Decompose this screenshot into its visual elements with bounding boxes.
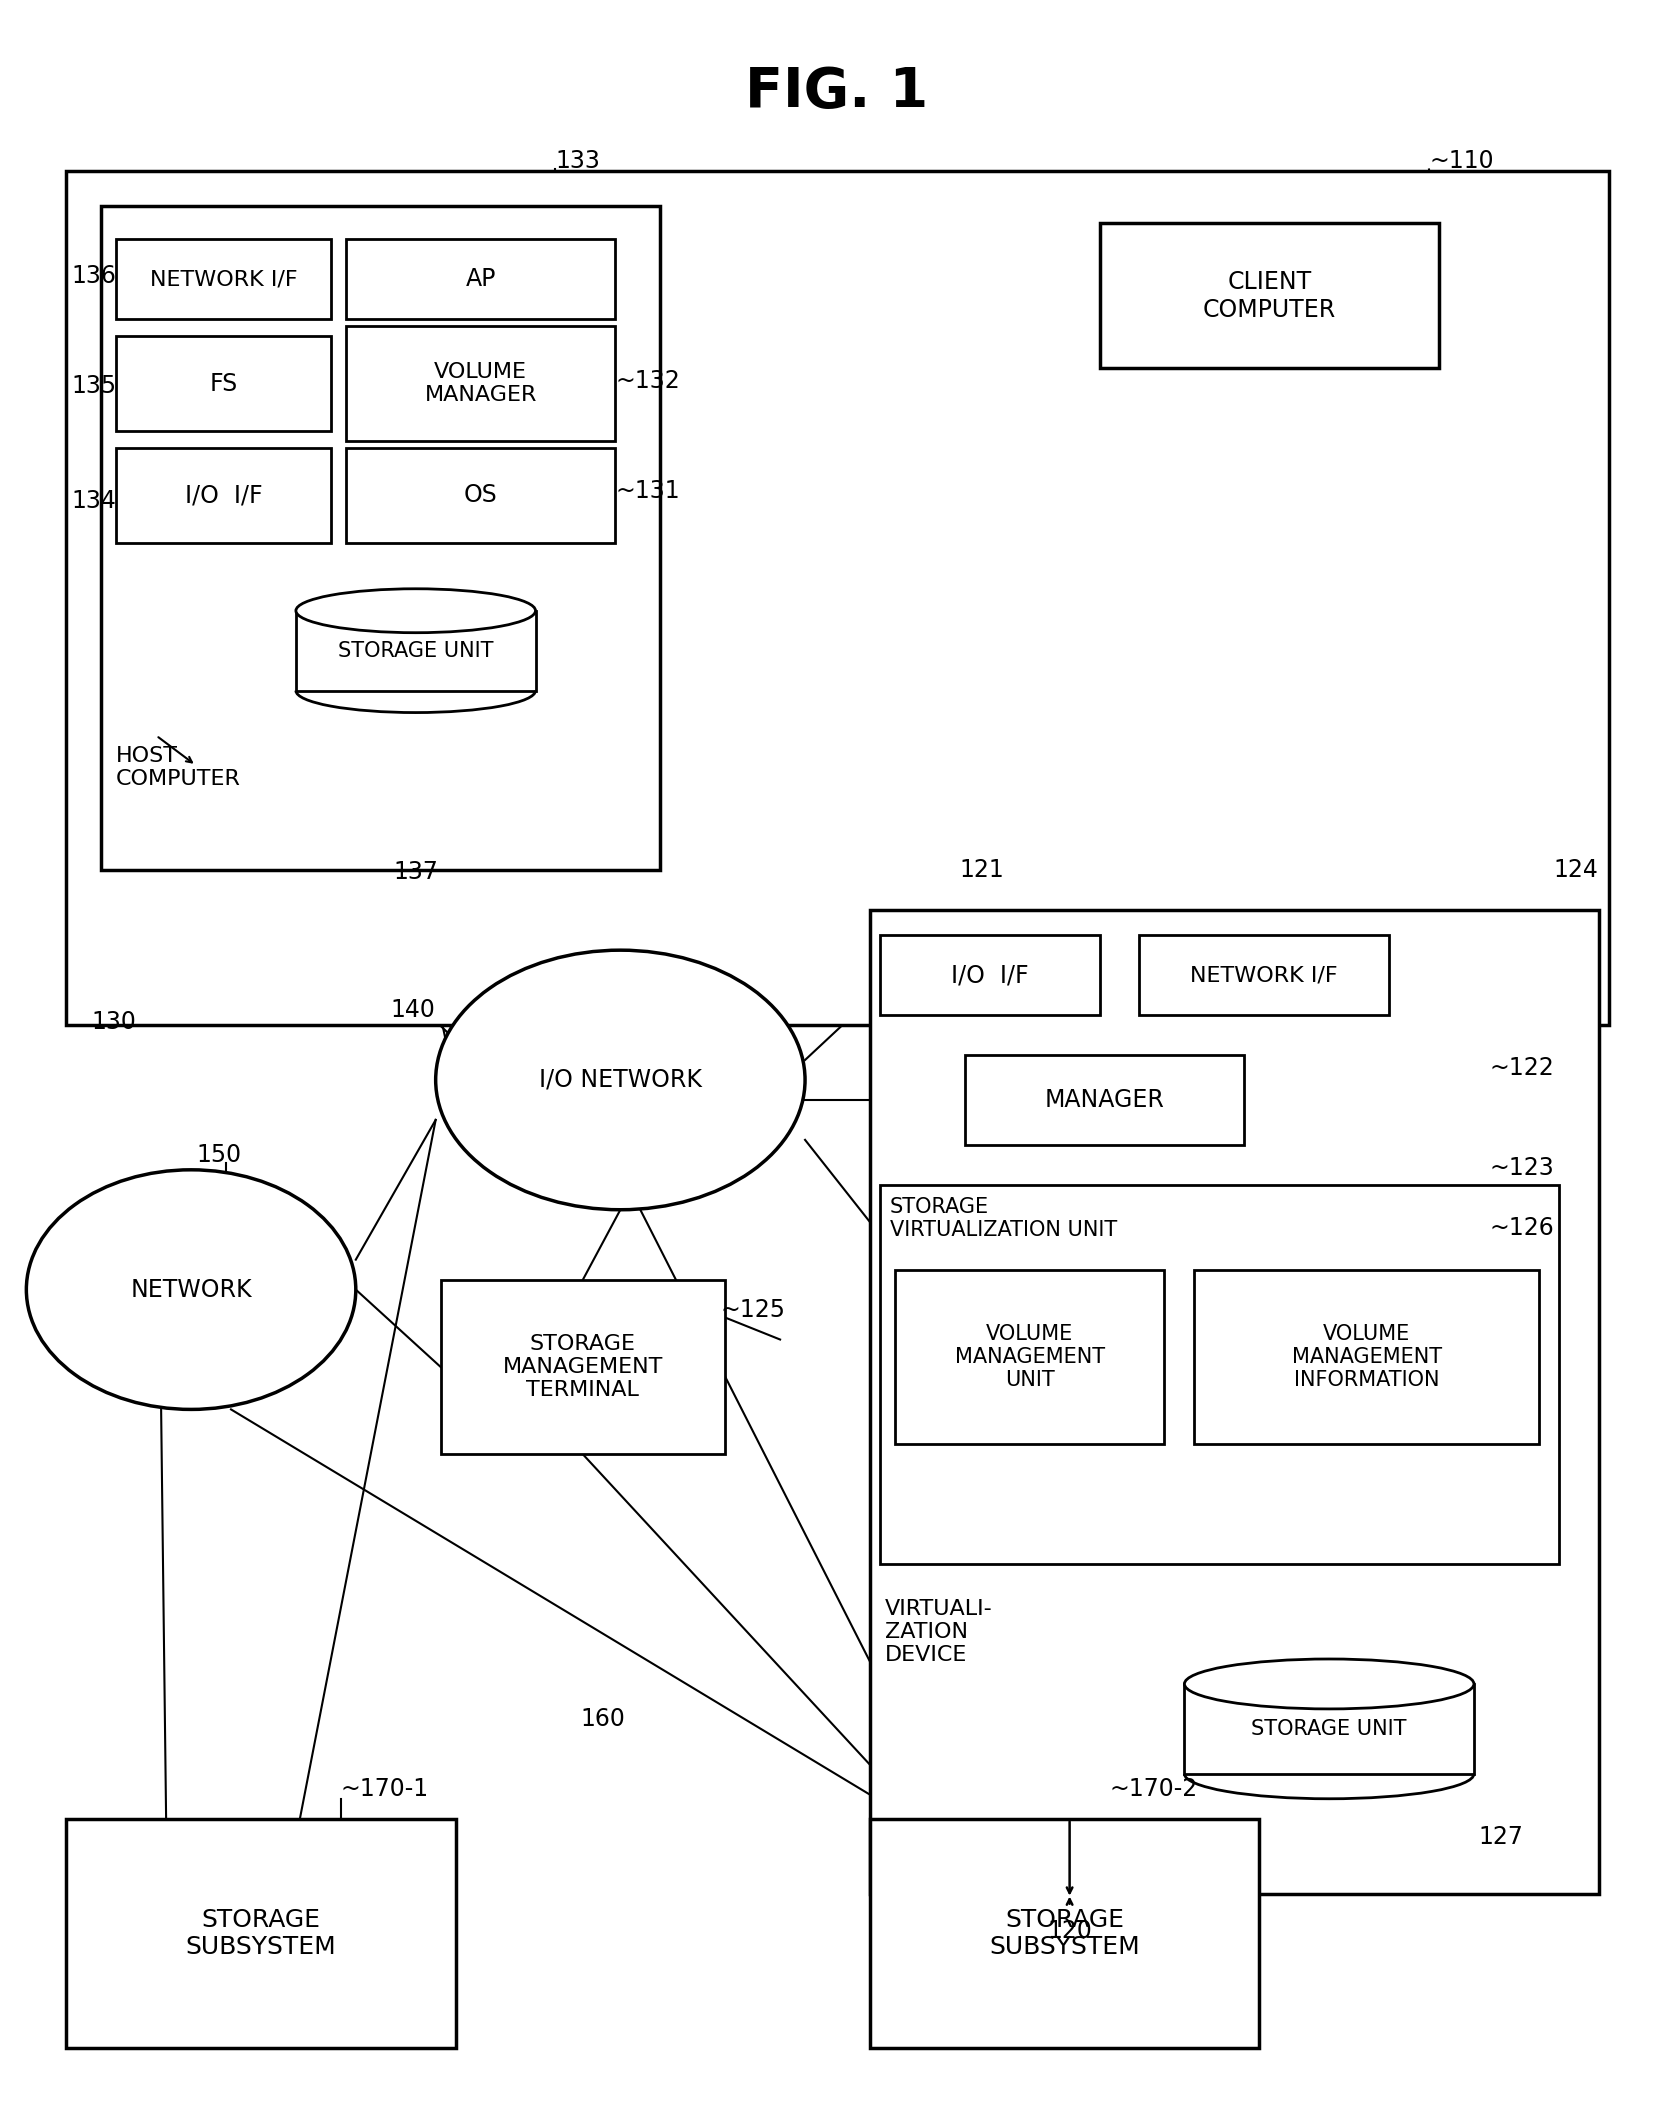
Bar xyxy=(67,1818,456,2048)
Text: ~123: ~123 xyxy=(1489,1157,1554,1180)
Bar xyxy=(879,1184,1559,1563)
Text: STORAGE UNIT: STORAGE UNIT xyxy=(338,641,494,662)
Bar xyxy=(100,206,660,870)
Text: VOLUME
MANAGEMENT
UNIT: VOLUME MANAGEMENT UNIT xyxy=(955,1323,1106,1391)
Text: FIG. 1: FIG. 1 xyxy=(745,65,928,118)
Ellipse shape xyxy=(1184,1658,1474,1709)
Text: STORAGE
MANAGEMENT
TERMINAL: STORAGE MANAGEMENT TERMINAL xyxy=(502,1334,663,1401)
Text: 140: 140 xyxy=(390,999,436,1022)
Text: I/O  I/F: I/O I/F xyxy=(184,483,263,508)
Text: VIRTUALI-
ZATION
DEVICE: VIRTUALI- ZATION DEVICE xyxy=(884,1599,993,1665)
Text: OS: OS xyxy=(464,483,497,508)
Bar xyxy=(1099,223,1439,369)
Text: 135: 135 xyxy=(72,375,116,398)
Bar xyxy=(345,327,615,440)
Text: STORAGE UNIT: STORAGE UNIT xyxy=(1251,1719,1407,1738)
Bar xyxy=(441,1279,725,1454)
Text: CLIENT
COMPUTER: CLIENT COMPUTER xyxy=(1203,270,1337,322)
Text: ~122: ~122 xyxy=(1489,1056,1554,1081)
Bar xyxy=(965,1056,1245,1144)
Bar xyxy=(116,337,332,432)
Text: 136: 136 xyxy=(72,263,116,289)
Text: VOLUME
MANAGEMENT
INFORMATION: VOLUME MANAGEMENT INFORMATION xyxy=(1291,1323,1442,1391)
Text: ~125: ~125 xyxy=(720,1298,786,1321)
Text: ~126: ~126 xyxy=(1489,1216,1554,1239)
Text: 160: 160 xyxy=(581,1707,625,1730)
Text: 134: 134 xyxy=(72,489,116,512)
Bar xyxy=(869,910,1598,1894)
Bar xyxy=(345,449,615,544)
Text: AP: AP xyxy=(466,268,496,291)
Bar xyxy=(345,240,615,320)
Text: NETWORK: NETWORK xyxy=(131,1277,251,1302)
Text: ~110: ~110 xyxy=(1429,150,1494,173)
Text: HOST
COMPUTER: HOST COMPUTER xyxy=(116,746,241,788)
Bar xyxy=(116,449,332,544)
Text: 127: 127 xyxy=(1479,1825,1524,1848)
Text: MANAGER: MANAGER xyxy=(1045,1087,1164,1112)
Text: 130: 130 xyxy=(90,1009,136,1035)
Text: STORAGE
VIRTUALIZATION UNIT: STORAGE VIRTUALIZATION UNIT xyxy=(889,1197,1117,1239)
Text: STORAGE
SUBSYSTEM: STORAGE SUBSYSTEM xyxy=(186,1907,337,1960)
Text: 137: 137 xyxy=(394,860,439,885)
Text: I/O NETWORK: I/O NETWORK xyxy=(539,1068,702,1091)
Text: 133: 133 xyxy=(556,150,600,173)
Text: 121: 121 xyxy=(960,858,1005,883)
Text: 124: 124 xyxy=(1554,858,1598,883)
Bar xyxy=(67,171,1608,1024)
Text: ~132: ~132 xyxy=(615,369,680,394)
Bar xyxy=(1194,1271,1539,1445)
Bar xyxy=(1184,1683,1474,1774)
Bar xyxy=(869,1818,1260,2048)
Ellipse shape xyxy=(296,588,536,632)
Text: 120: 120 xyxy=(1047,1919,1092,1943)
Text: FS: FS xyxy=(209,371,238,396)
Text: NETWORK I/F: NETWORK I/F xyxy=(149,270,298,289)
Bar xyxy=(879,936,1099,1016)
Ellipse shape xyxy=(436,950,806,1209)
Bar xyxy=(1139,936,1389,1016)
Text: VOLUME
MANAGER: VOLUME MANAGER xyxy=(424,362,536,405)
Text: STORAGE
SUBSYSTEM: STORAGE SUBSYSTEM xyxy=(990,1907,1141,1960)
Ellipse shape xyxy=(27,1169,355,1410)
Text: ~170-2: ~170-2 xyxy=(1109,1776,1198,1801)
Bar xyxy=(116,240,332,320)
Text: 150: 150 xyxy=(196,1142,241,1167)
Text: ~170-1: ~170-1 xyxy=(340,1776,429,1801)
Text: ~131: ~131 xyxy=(615,478,680,504)
Bar xyxy=(894,1271,1164,1445)
Bar xyxy=(296,611,536,691)
Text: NETWORK I/F: NETWORK I/F xyxy=(1191,965,1338,986)
Text: I/O  I/F: I/O I/F xyxy=(951,963,1028,988)
